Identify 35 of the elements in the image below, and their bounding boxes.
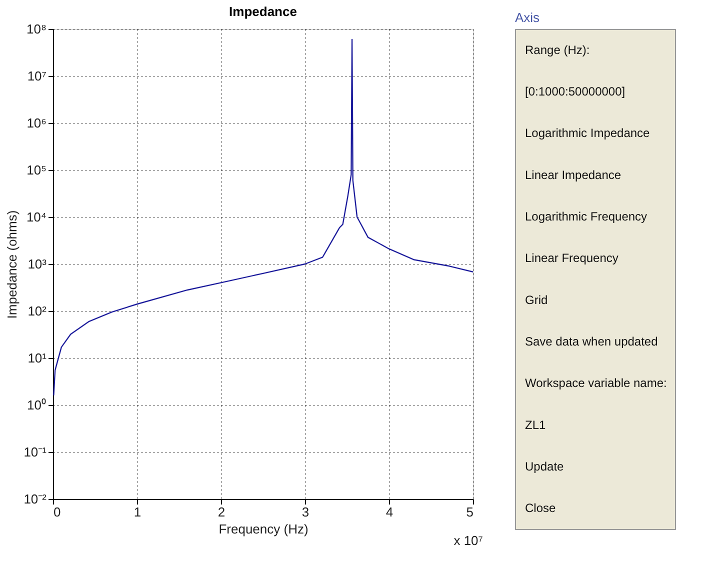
- chart-title: Impedance: [229, 4, 297, 19]
- text: x 10⁷: [454, 533, 484, 548]
- x-tick-label: 2: [218, 504, 226, 520]
- text: Grid: [525, 292, 548, 307]
- y-axis-title: Impedance (ohms): [4, 210, 20, 319]
- x-tick-label: 4: [386, 504, 394, 520]
- text: Linear Impedance: [525, 168, 622, 182]
- y-tick-label: 10⁴: [26, 210, 46, 224]
- y-tick-label: 10¹: [28, 350, 48, 366]
- y-tick-label: 10⁻¹: [24, 444, 48, 460]
- text: Update: [525, 460, 564, 474]
- text: Logarithmic Frequency: [525, 210, 648, 224]
- y-tick-label: 10³: [28, 256, 48, 272]
- y-tick-label: 10⁻²: [24, 492, 48, 506]
- y-tick-label: 10⁰: [27, 398, 46, 412]
- text: Workspace variable name:: [525, 376, 667, 390]
- text: Save data when updated: [525, 334, 658, 348]
- line-series: [53, 38, 473, 396]
- text: Axis: [515, 10, 540, 25]
- x-tick-label: 5: [466, 504, 474, 520]
- x-axis-title: Frequency (Hz): [218, 522, 308, 536]
- text: Range (Hz):: [525, 42, 590, 57]
- y-tick-label: 10⁸: [26, 22, 46, 36]
- text: Close: [525, 501, 556, 516]
- text: Logarithmic Impedance: [525, 126, 650, 140]
- x-tick-label: 3: [302, 504, 310, 520]
- text: Linear Frequency: [525, 251, 618, 266]
- x-tick-label: 1: [134, 504, 142, 520]
- y-tick-label: 10⁵: [26, 162, 46, 178]
- y-tick-label: 10⁷: [27, 68, 47, 84]
- text: [0:1000:50000000]: [525, 84, 626, 98]
- text: ZL1: [525, 418, 546, 432]
- x-tick-label: 0: [54, 504, 61, 520]
- y-tick-label: 10⁶: [26, 116, 46, 130]
- y-tick-label: 10²: [28, 304, 48, 318]
